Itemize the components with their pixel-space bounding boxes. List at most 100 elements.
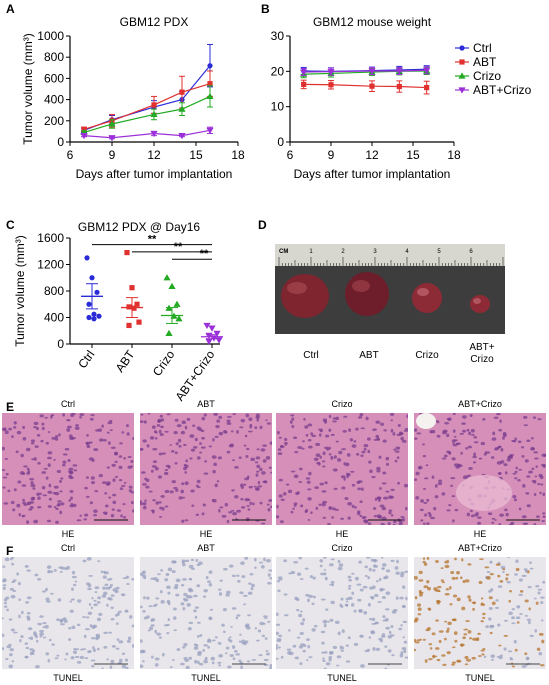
nucleus: [238, 659, 242, 663]
nucleus: [465, 447, 469, 450]
tile-title-1: ABT: [197, 399, 215, 409]
nucleus: [13, 631, 18, 634]
nucleus: [229, 654, 234, 658]
nucleus: [528, 607, 531, 611]
nucleus: [5, 596, 10, 600]
nucleus: [403, 649, 407, 654]
data-point: [175, 315, 183, 322]
nucleus: [367, 522, 372, 525]
nucleus: [355, 453, 360, 456]
nucleus: [447, 621, 452, 626]
nucleus: [132, 436, 134, 441]
legend-label: ABT+Crizo: [473, 83, 532, 97]
nucleus: [79, 413, 85, 417]
nucleus: [110, 617, 115, 621]
nucleus: [158, 501, 162, 504]
nucleus: [297, 572, 302, 576]
nucleus: [109, 577, 113, 580]
nucleus: [189, 457, 193, 460]
nucleus: [367, 603, 371, 607]
nucleus: [164, 430, 169, 433]
nucleus: [158, 636, 162, 639]
nucleus: [344, 603, 349, 607]
nucleus: [228, 511, 233, 514]
nucleus: [453, 631, 458, 636]
nucleus: [537, 418, 542, 421]
nucleus: [441, 492, 446, 496]
nucleus: [529, 567, 534, 570]
nucleus: [142, 439, 147, 443]
nucleus: [90, 476, 95, 480]
data-point: [150, 130, 158, 138]
nucleus: [259, 501, 263, 505]
nucleus: [240, 498, 244, 501]
nucleus: [140, 500, 143, 504]
nucleus: [406, 414, 408, 419]
nucleus: [497, 585, 503, 588]
nucleus: [438, 630, 444, 633]
nucleus: [166, 599, 171, 604]
nucleus: [229, 636, 232, 639]
nucleus: [96, 617, 102, 622]
nucleus: [522, 522, 527, 525]
nucleus: [314, 486, 319, 489]
nucleus: [226, 415, 232, 418]
nucleus: [531, 467, 535, 470]
nucleus: [332, 645, 338, 650]
nucleus: [144, 477, 148, 481]
nucleus: [154, 467, 159, 471]
nucleus: [4, 557, 10, 562]
nucleus: [441, 581, 446, 584]
nucleus: [11, 562, 15, 566]
nucleus: [60, 623, 65, 626]
nucleus: [256, 418, 259, 422]
nucleus: [31, 458, 35, 461]
data-point: [129, 285, 135, 291]
nucleus: [486, 451, 491, 454]
nucleus: [400, 574, 405, 578]
nucleus: [500, 565, 506, 570]
nucleus: [313, 624, 318, 628]
nucleus: [461, 422, 466, 425]
ruler-number: 4: [405, 249, 409, 255]
nucleus: [115, 647, 120, 650]
nucleus: [345, 600, 349, 603]
nucleus: [331, 507, 336, 511]
nucleus: [53, 506, 57, 509]
nucleus: [243, 444, 247, 447]
nucleus: [109, 419, 113, 422]
nucleus: [508, 611, 513, 615]
nucleus: [385, 569, 391, 573]
data-point: [396, 83, 402, 90]
nucleus: [292, 644, 297, 648]
nucleus: [110, 659, 115, 664]
tile-title-3: ABT+Crizo: [458, 543, 502, 553]
nucleus: [33, 631, 37, 635]
nucleus: [40, 439, 44, 443]
nucleus: [277, 589, 281, 593]
nucleus: [477, 521, 482, 525]
nucleus: [348, 428, 352, 432]
nucleus: [429, 647, 433, 650]
data-point: [327, 69, 335, 76]
nucleus: [472, 461, 477, 464]
nucleus: [141, 471, 146, 474]
nucleus: [479, 558, 484, 561]
nucleus: [114, 460, 118, 463]
nucleus: [305, 638, 310, 642]
nucleus: [372, 428, 377, 431]
nucleus: [423, 585, 429, 589]
nucleus: [26, 612, 31, 615]
nucleus: [276, 657, 279, 660]
nucleus: [42, 494, 48, 497]
nucleus: [41, 590, 47, 593]
nucleus: [42, 622, 47, 625]
nucleus: [261, 471, 266, 475]
nucleus: [231, 607, 237, 610]
nucleus: [426, 498, 430, 502]
nucleus: [337, 631, 341, 636]
nucleus: [183, 592, 188, 597]
nucleus: [90, 606, 94, 610]
nucleus: [420, 519, 424, 522]
